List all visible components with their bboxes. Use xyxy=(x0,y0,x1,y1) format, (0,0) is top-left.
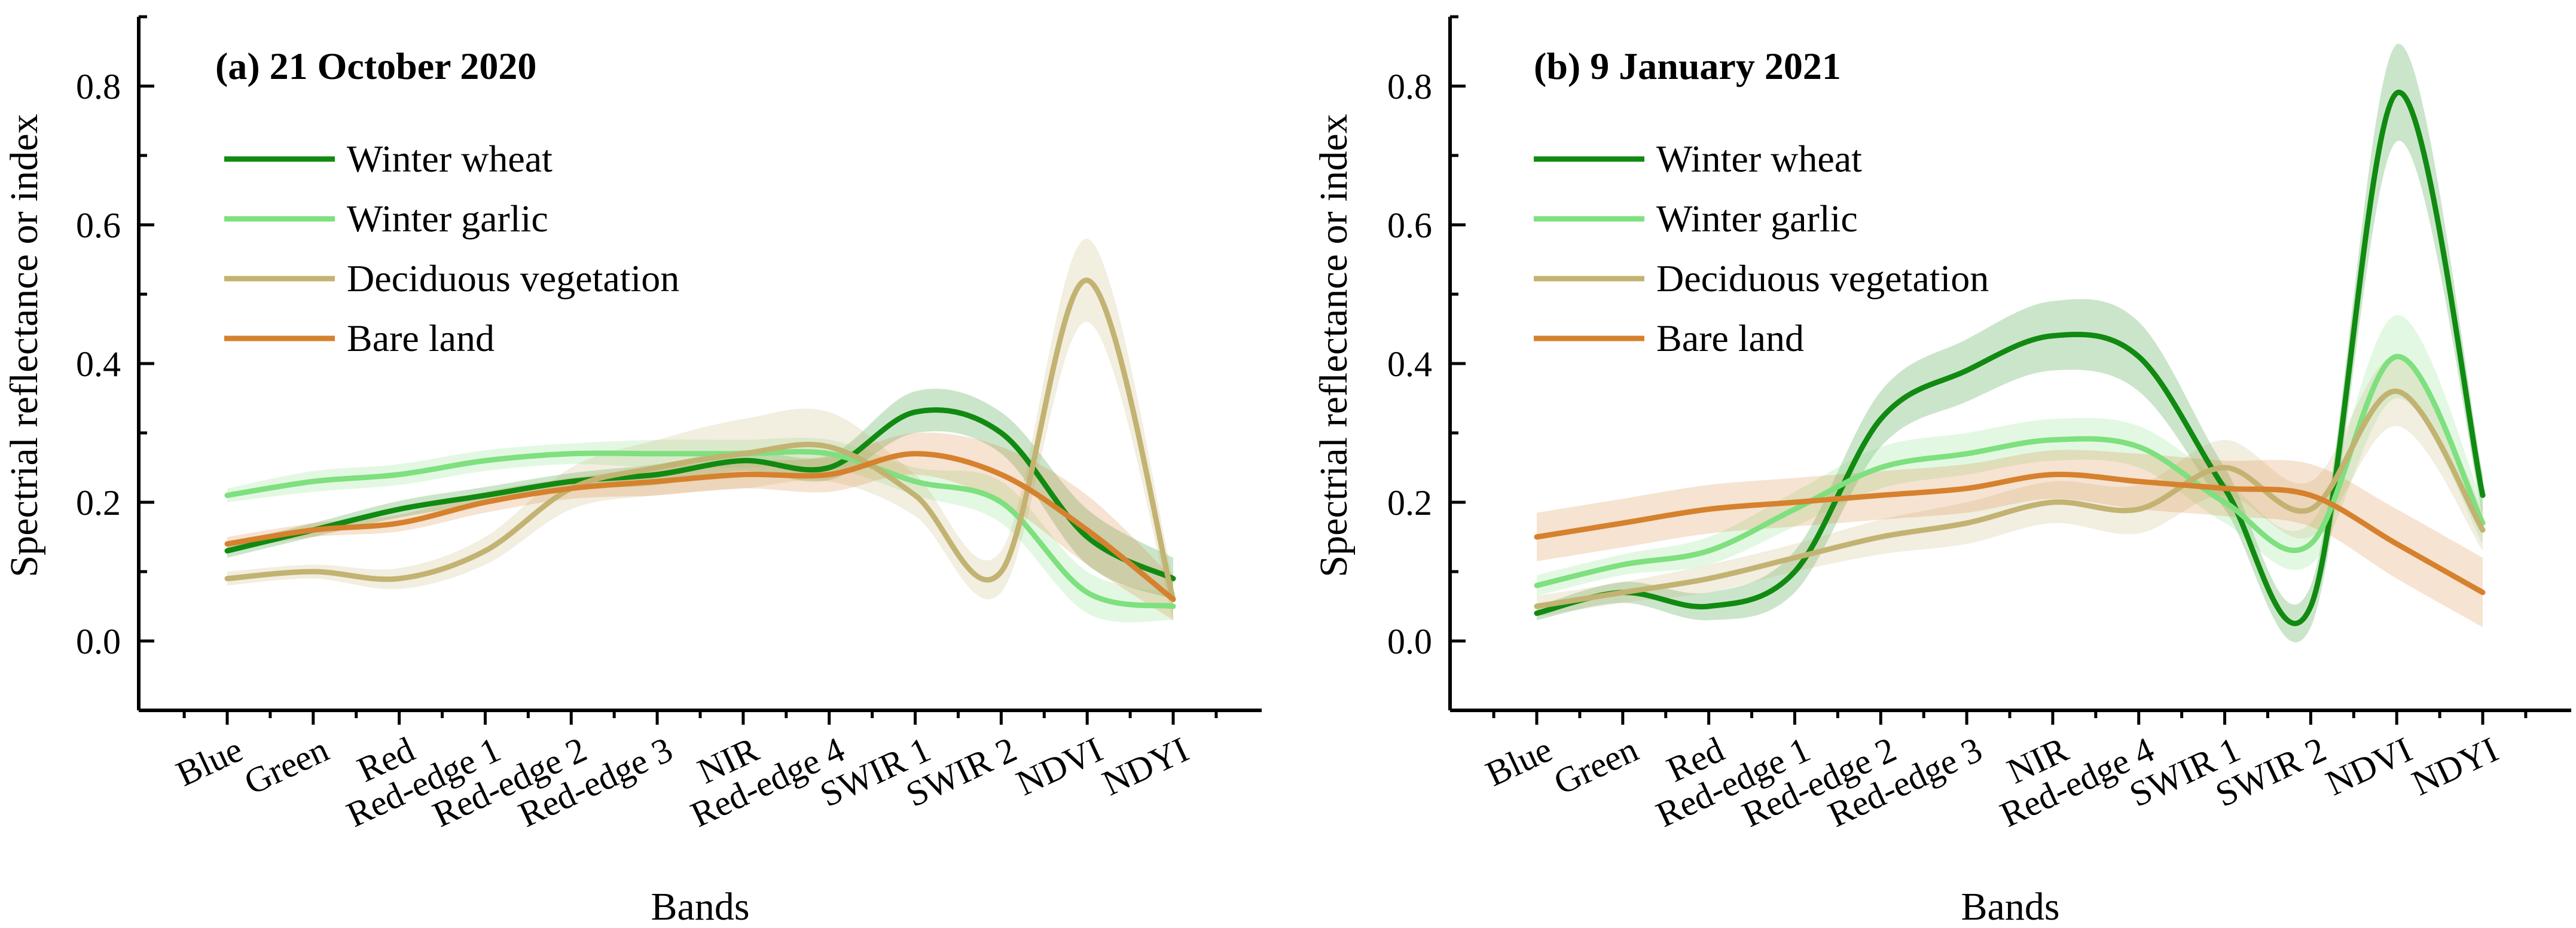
legend: Winter wheat Winter garlic Deciduous veget… xyxy=(1534,138,1989,359)
y-axis-title: Spectrial reflectance or index xyxy=(2,114,46,577)
x-tick-label: Green xyxy=(1548,729,1644,802)
y-tick-label: 0.0 xyxy=(76,622,121,661)
legend-label: Winter wheat xyxy=(1656,138,1862,180)
y-tick-label: 0.6 xyxy=(1387,206,1432,245)
legend-label: Deciduous vegetation xyxy=(1656,257,1989,300)
legend-label: Winter wheat xyxy=(347,138,553,180)
y-tick-label: 0.2 xyxy=(1387,483,1432,523)
y-tick-label: 0.8 xyxy=(76,67,121,106)
series-lines xyxy=(1534,90,2486,627)
axes xyxy=(137,15,1262,725)
line-deciduous-vegetation xyxy=(224,277,1176,602)
band-bare-land xyxy=(227,432,1173,621)
band-winter-wheat xyxy=(1537,44,2483,643)
panel-title: (b) 9 January 2021 xyxy=(1534,45,1841,87)
x-axis-title: Bands xyxy=(1961,885,2060,928)
band-deciduous-vegetation xyxy=(1537,356,2483,617)
x-tick-label: NDYI xyxy=(2406,729,2504,803)
x-axis-title: Bands xyxy=(651,885,750,928)
band-winter-garlic xyxy=(1537,315,2483,596)
x-tick-label: NDVI xyxy=(1011,729,1109,803)
line-bare-land xyxy=(1534,471,2486,596)
legend-label: Winter garlic xyxy=(347,197,548,240)
legend: Winter wheat Winter garlic Deciduous veget… xyxy=(224,138,679,359)
legend-label: Winter garlic xyxy=(1656,197,1858,240)
line-bare-land xyxy=(224,451,1176,602)
series-lines xyxy=(224,277,1176,609)
x-tick-label: NDVI xyxy=(2320,729,2418,803)
confidence-bands xyxy=(1537,44,2483,643)
y-tick-label: 0.0 xyxy=(1387,622,1432,661)
line-deciduous-vegetation xyxy=(1534,388,2486,609)
x-tick-label: Blue xyxy=(1480,729,1558,794)
y-tick-label: 0.4 xyxy=(1387,344,1432,384)
panel-title: (a) 21 October 2020 xyxy=(215,45,536,87)
x-tick-label: Blue xyxy=(170,729,249,794)
line-winter-wheat xyxy=(224,407,1176,582)
y-tick-label: 0.2 xyxy=(76,483,121,523)
line-winter-garlic xyxy=(1534,353,2486,588)
x-tick-label: NDYI xyxy=(1097,729,1195,803)
y-tick-label: 0.8 xyxy=(1387,67,1432,106)
legend-label: Bare land xyxy=(1656,317,1804,359)
band-bare-land xyxy=(1537,450,2483,627)
x-tick-label: Green xyxy=(239,729,335,802)
legend-label: Deciduous vegetation xyxy=(347,257,679,300)
y-axis-title: Spectrial reflectance or index xyxy=(1312,114,1356,577)
line-winter-wheat xyxy=(1534,90,2486,627)
y-tick-label: 0.6 xyxy=(76,206,121,245)
y-tick-label: 0.4 xyxy=(76,344,121,384)
legend-label: Bare land xyxy=(347,317,495,359)
axes xyxy=(1448,15,2571,725)
